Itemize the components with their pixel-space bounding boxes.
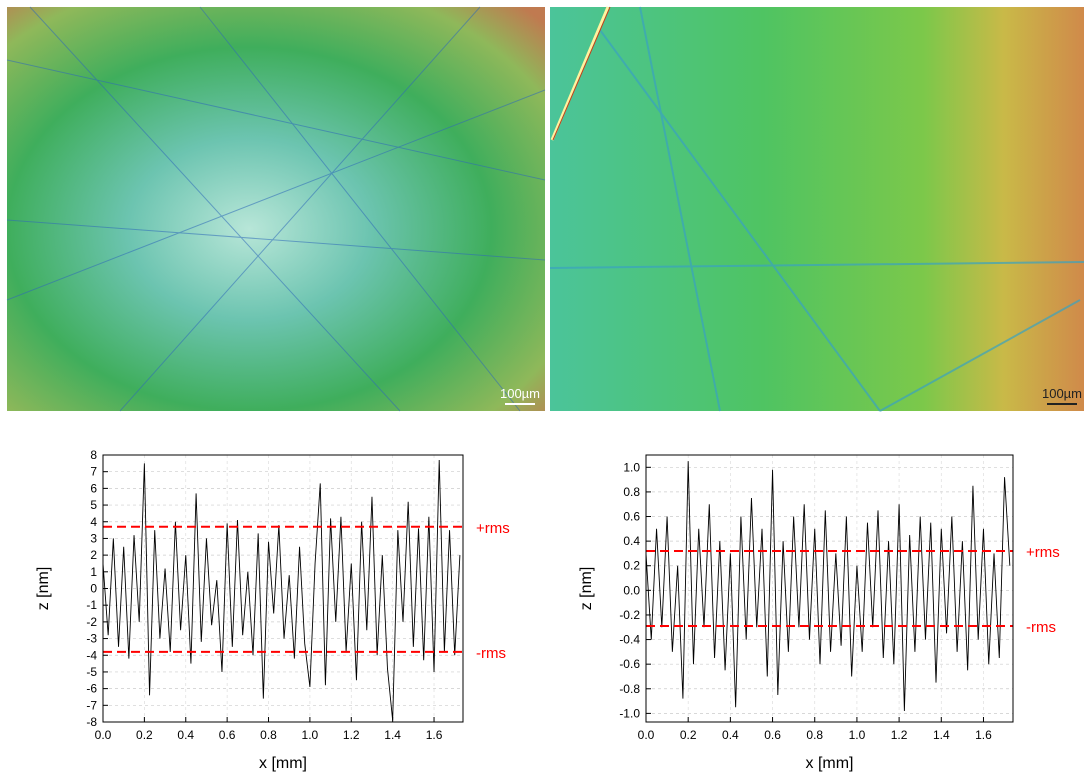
x-tick-label: 1.4: [933, 728, 950, 742]
data-line: [102, 459, 461, 721]
scale-label: 100µm: [1042, 386, 1082, 401]
x-tick-label: 1.0: [302, 728, 319, 742]
rms-label: +rms: [476, 520, 510, 537]
y-tick-label: -8: [86, 715, 97, 729]
y-tick-label: 0.8: [623, 485, 640, 499]
rms-label: -rms: [476, 645, 506, 662]
y-tick-label: 6: [90, 481, 97, 495]
x-tick-label: 0.0: [95, 728, 112, 742]
x-tick-label: 0.8: [260, 728, 277, 742]
x-tick-label: 0.6: [764, 728, 781, 742]
y-tick-label: -0.6: [619, 657, 640, 671]
x-tick-label: 0.4: [722, 728, 739, 742]
y-tick-label: 0.0: [623, 583, 640, 597]
y-tick-label: -0.4: [619, 633, 640, 647]
scale-label: 100µm: [500, 386, 540, 401]
x-tick-label: 1.6: [975, 728, 992, 742]
y-tick-label: 7: [90, 465, 97, 479]
y-tick-label: -2: [86, 615, 97, 629]
y-tick-label: -7: [86, 698, 97, 712]
y-tick-label: -6: [86, 682, 97, 696]
x-axis-label: x [mm]: [806, 755, 854, 772]
y-tick-label: 1: [90, 565, 97, 579]
x-tick-label: 0.0: [638, 728, 655, 742]
x-tick-label: 0.8: [806, 728, 823, 742]
x-tick-label: 1.6: [426, 728, 443, 742]
x-tick-label: 1.4: [384, 728, 401, 742]
image-right: 100µm: [549, 6, 1085, 412]
y-tick-label: 0.4: [623, 534, 640, 548]
y-tick-label: -1: [86, 598, 97, 612]
y-axis-label: z [nm]: [578, 567, 595, 611]
y-tick-label: -5: [86, 665, 97, 679]
y-tick-label: -1.0: [619, 706, 640, 720]
y-tick-label: 1.0: [623, 460, 640, 474]
y-tick-label: 2: [90, 548, 97, 562]
y-tick-label: -3: [86, 632, 97, 646]
data-line: [645, 461, 1011, 711]
y-tick-label: 4: [90, 515, 97, 529]
plot-frame: [102, 454, 464, 723]
x-tick-label: 1.0: [849, 728, 866, 742]
rms-label: +rms: [1026, 544, 1060, 561]
y-tick-label: 0: [90, 582, 97, 596]
y-tick-label: 0.6: [623, 510, 640, 524]
y-tick-label: 8: [90, 448, 97, 462]
x-axis-label: x [mm]: [259, 755, 307, 772]
y-tick-label: -0.8: [619, 682, 640, 696]
y-tick-label: -0.2: [619, 608, 640, 622]
x-tick-label: 0.4: [177, 728, 194, 742]
rms-label: -rms: [1026, 619, 1056, 636]
y-tick-label: -4: [86, 648, 97, 662]
x-tick-label: 0.2: [680, 728, 697, 742]
image-left: 100µm: [6, 6, 546, 412]
y-tick-label: 5: [90, 498, 97, 512]
y-axis-label: z [nm]: [35, 567, 52, 611]
y-tick-label: 0.2: [623, 559, 640, 573]
x-tick-label: 0.6: [219, 728, 236, 742]
x-tick-label: 0.2: [136, 728, 153, 742]
x-tick-label: 1.2: [343, 728, 360, 742]
y-tick-label: 3: [90, 531, 97, 545]
plot-frame: [645, 454, 1014, 723]
x-tick-label: 1.2: [891, 728, 908, 742]
